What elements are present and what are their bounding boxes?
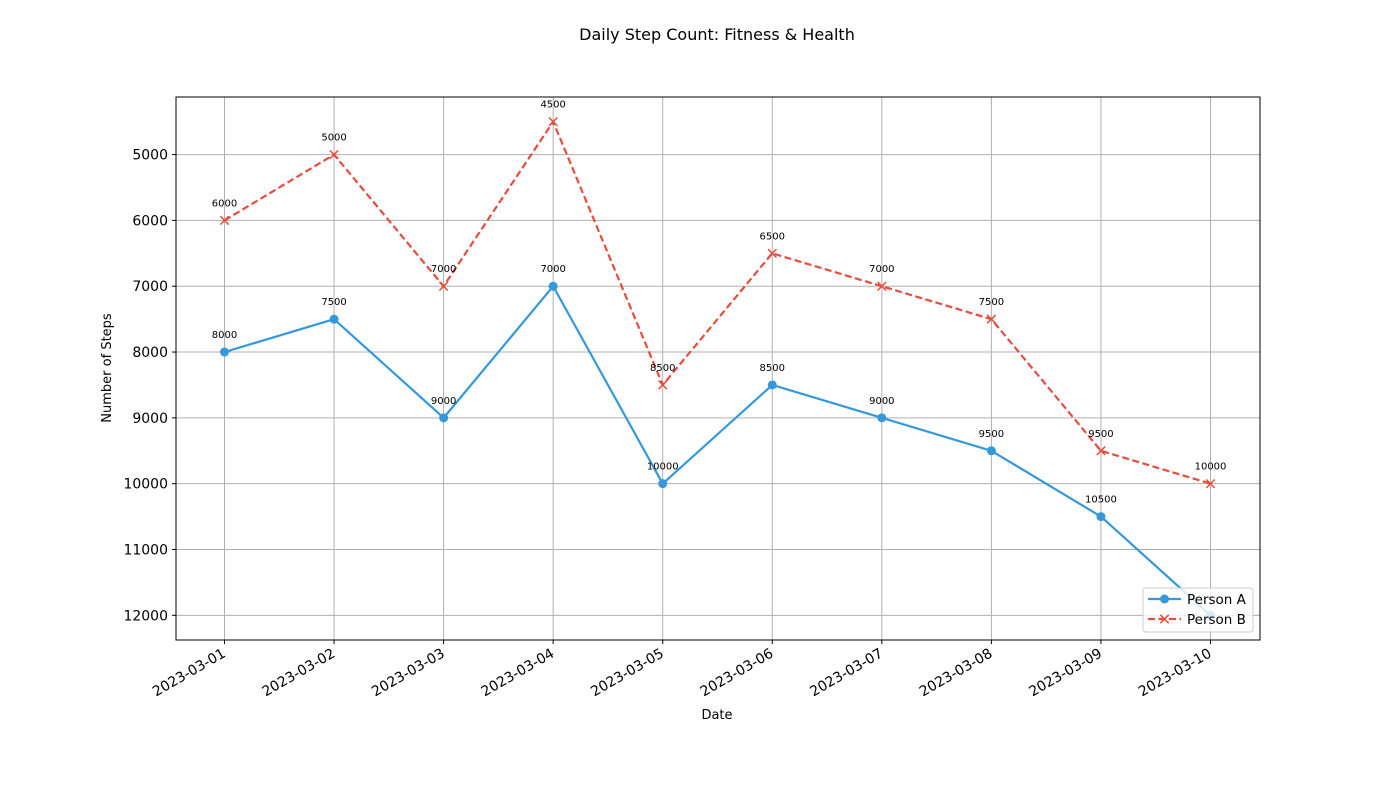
data-point [1096, 512, 1106, 522]
legend-label: Person B [1187, 612, 1246, 628]
data-point [1205, 478, 1216, 489]
data-label: 8500 [650, 363, 675, 374]
data-point [220, 347, 229, 357]
series-line-1 [223, 285, 1212, 617]
data-label: 7000 [431, 264, 456, 275]
y-tick-label: 6000 [132, 213, 168, 229]
data-point [329, 149, 339, 160]
data-label: 7500 [321, 297, 346, 308]
data-label: 5000 [321, 133, 346, 144]
data-label: 8000 [212, 330, 237, 341]
plot-layer: 8000 7500 9000 7000 10000 8500 9000 9500 10500 60… [212, 100, 1227, 620]
data-point-stroke [1205, 478, 1216, 489]
y-axis-label: Number of Steps [100, 313, 115, 423]
data-label: 7000 [869, 264, 894, 275]
data-point-stroke [329, 149, 339, 160]
plot-frame [175, 96, 1261, 641]
data-point [1096, 446, 1106, 456]
y-tick-label: 9000 [132, 411, 168, 427]
x-axis-label: Date [701, 708, 732, 723]
y-tick-label: 11000 [123, 543, 168, 559]
data-point [767, 380, 777, 390]
legend-marker [1160, 594, 1169, 604]
data-point [548, 281, 558, 291]
data-point [548, 116, 558, 127]
data-point-stroke [219, 215, 230, 226]
data-point-stroke [657, 380, 668, 390]
data-point-stroke [877, 281, 887, 291]
data-label: 6500 [760, 231, 785, 242]
legend: Person A Person B [1142, 587, 1254, 633]
data-label: 9000 [431, 396, 456, 407]
data-point [877, 281, 887, 291]
chart-title: Daily Step Count: Fitness & Health [579, 25, 855, 44]
data-label: 7500 [979, 297, 1004, 308]
data-label: 9500 [979, 429, 1004, 440]
legend-label: Person A [1187, 592, 1247, 608]
data-label: 10000 [1195, 462, 1227, 473]
series-line-2 [223, 120, 1211, 485]
data-label: 10500 [1085, 495, 1117, 506]
data-point [329, 314, 339, 324]
data-point-stroke [548, 116, 558, 127]
y-tick-label: 7000 [132, 279, 168, 295]
data-label: 9000 [869, 396, 894, 407]
data-label: 10000 [647, 462, 679, 473]
data-label: 9500 [1088, 429, 1113, 440]
data-point [877, 413, 887, 423]
data-point-stroke [767, 248, 778, 259]
data-label: 4500 [540, 100, 565, 111]
data-label: 8500 [760, 363, 785, 374]
y-tick-label: 8000 [132, 345, 168, 361]
data-point [658, 479, 668, 489]
data-point [986, 314, 997, 324]
data-point-stroke [986, 314, 997, 324]
legend-marker [1159, 614, 1170, 624]
data-point [986, 446, 996, 456]
data-point [767, 248, 778, 259]
data-point [219, 215, 230, 226]
data-label: 7000 [540, 264, 565, 275]
data-point [438, 281, 449, 291]
data-point-stroke [438, 281, 449, 291]
data-label: 6000 [212, 198, 237, 209]
y-tick-label: 12000 [123, 608, 168, 624]
data-point-stroke [1096, 446, 1106, 456]
y-tick-label: 10000 [123, 477, 168, 493]
data-point [657, 380, 668, 390]
y-tick-label: 5000 [132, 148, 168, 164]
legend-marker-stroke [1159, 614, 1170, 624]
grid-layer [176, 97, 1260, 640]
data-point [439, 413, 449, 423]
